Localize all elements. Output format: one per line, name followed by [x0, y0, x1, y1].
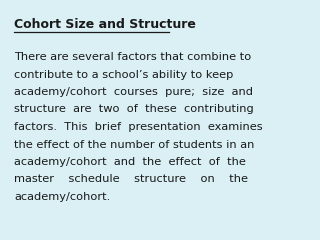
Text: the effect of the number of students in an: the effect of the number of students in …: [14, 139, 254, 150]
Text: academy/cohort.: academy/cohort.: [14, 192, 110, 202]
Text: factors.  This  brief  presentation  examines: factors. This brief presentation examine…: [14, 122, 263, 132]
Text: academy/cohort  courses  pure;  size  and: academy/cohort courses pure; size and: [14, 87, 253, 97]
Text: structure  are  two  of  these  contributing: structure are two of these contributing: [14, 104, 254, 114]
Text: contribute to a school’s ability to keep: contribute to a school’s ability to keep: [14, 70, 233, 79]
Text: There are several factors that combine to: There are several factors that combine t…: [14, 52, 251, 62]
Text: academy/cohort  and  the  effect  of  the: academy/cohort and the effect of the: [14, 157, 246, 167]
Text: master    schedule    structure    on    the: master schedule structure on the: [14, 174, 248, 185]
Text: Cohort Size and Structure: Cohort Size and Structure: [14, 18, 196, 31]
